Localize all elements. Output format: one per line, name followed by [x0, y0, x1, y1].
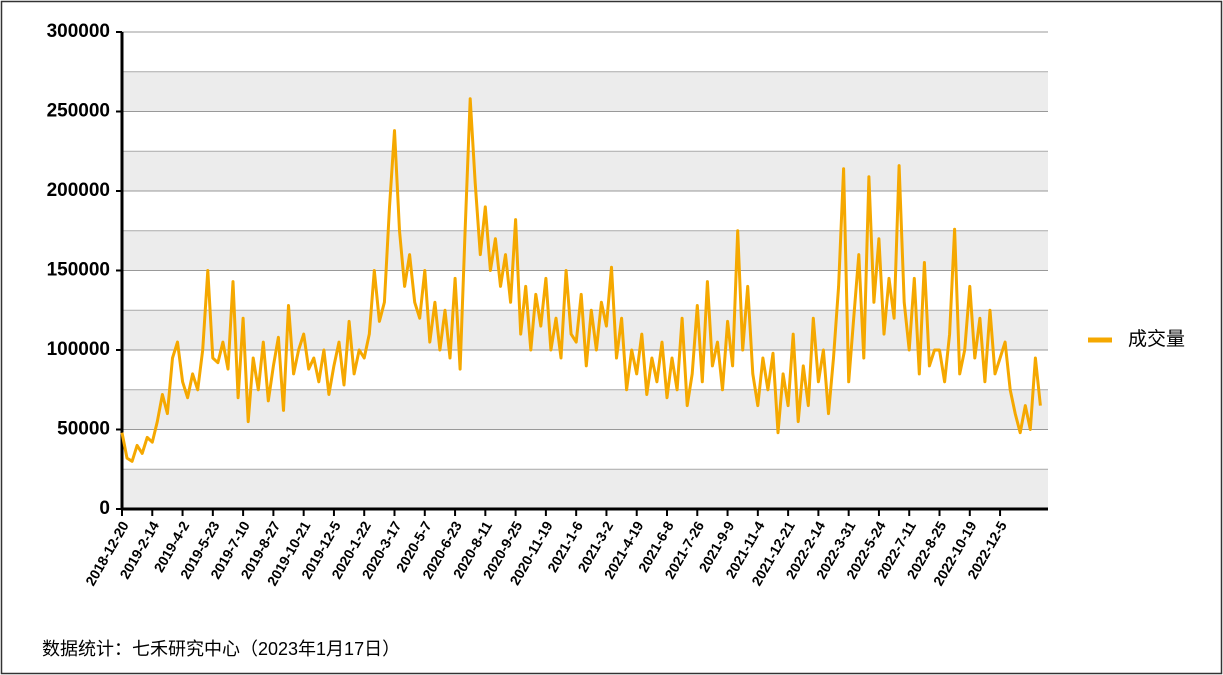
y-tick-label: 0 — [99, 498, 110, 519]
y-tick-label: 50000 — [57, 419, 110, 440]
y-tick-label: 100000 — [47, 339, 110, 360]
y-tick-label: 150000 — [47, 260, 110, 281]
footnote: 数据统计：七禾研究中心（2023年1月17日） — [42, 639, 400, 659]
y-tick-label: 200000 — [47, 180, 110, 201]
line — [120, 97, 1042, 463]
band — [122, 389, 1048, 430]
band — [122, 230, 1048, 271]
legend-label: 成交量 — [1128, 328, 1185, 350]
band — [122, 469, 1048, 509]
y-tick-label: 300000 — [47, 21, 110, 42]
y-tick-label: 250000 — [47, 101, 110, 122]
band — [122, 71, 1048, 112]
band — [122, 151, 1048, 191]
